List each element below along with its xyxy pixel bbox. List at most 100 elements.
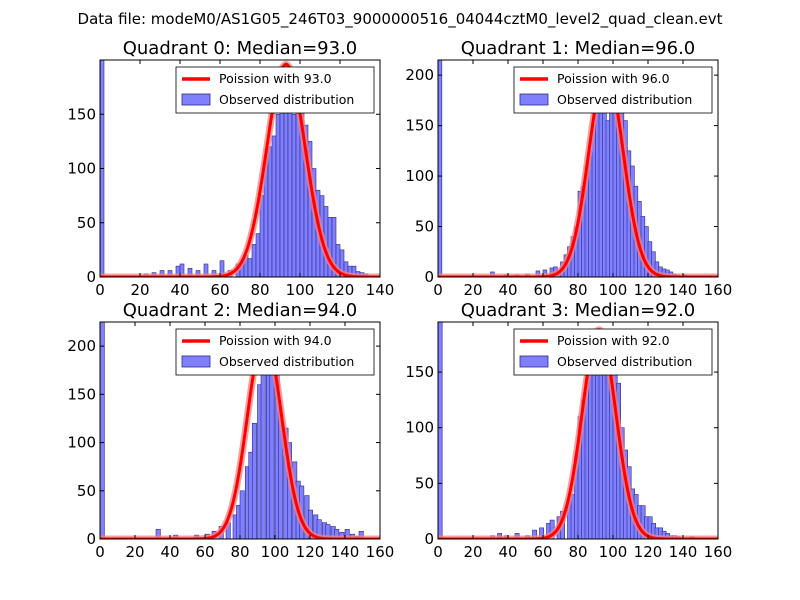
y-tick-label: 100 — [67, 160, 96, 178]
x-tick-label: 160 — [366, 543, 395, 561]
y-tick-label: 100 — [67, 434, 96, 452]
x-tick-label: 80 — [568, 543, 587, 561]
legend: Poission with 94.0 Observed distribution — [175, 328, 375, 376]
legend-bar-swatch — [181, 355, 211, 368]
histogram-bar — [187, 268, 193, 277]
legend-entry-observed: Observed distribution — [219, 92, 354, 107]
histogram-bar — [279, 103, 285, 277]
histogram-bar — [307, 509, 313, 539]
x-tick-label: 100 — [261, 543, 290, 561]
x-tick-label: 40 — [160, 543, 179, 561]
legend-bar-swatch — [181, 93, 211, 106]
figure-suptitle: Data file: modeM0/AS1G05_246T03_90000005… — [78, 10, 723, 29]
histogram-bar — [247, 258, 253, 277]
x-tick-label: 140 — [669, 281, 698, 299]
x-tick-label: 160 — [704, 543, 733, 561]
legend-entry-observed: Observed distribution — [557, 92, 692, 107]
legend: Poission with 96.0 Observed distribution — [513, 66, 713, 114]
x-tick-label: 60 — [533, 281, 552, 299]
x-tick-label: 120 — [634, 281, 663, 299]
x-tick-label: 20 — [125, 543, 144, 561]
x-tick-label: 0 — [433, 281, 443, 299]
y-tick-label: 0 — [86, 268, 96, 286]
x-tick-label: 20 — [130, 281, 149, 299]
poisson-curve-group — [100, 60, 380, 277]
y-tick-label: 200 — [405, 66, 434, 84]
x-tick-label: 100 — [599, 543, 628, 561]
histogram-bar — [179, 263, 185, 277]
y-tick-label: 100 — [405, 167, 434, 185]
histogram-bar — [438, 322, 443, 539]
x-tick-label: 80 — [230, 543, 249, 561]
legend-entry-observed: Observed distribution — [557, 354, 692, 369]
legend-entry-poisson: Poission with 93.0 — [219, 71, 332, 86]
panel-title: Quadrant 3: Median=92.0 — [461, 300, 696, 321]
y-tick-label: 150 — [67, 385, 96, 403]
x-tick-label: 160 — [704, 281, 733, 299]
histogram-bar — [267, 146, 273, 277]
x-tick-label: 60 — [195, 543, 214, 561]
x-tick-label: 80 — [250, 281, 269, 299]
histogram-bar — [239, 490, 245, 539]
quadrant-2-panel: 0 20 40 60 80 100 120 140 160 0 50 100 150 200 Quadran… — [67, 300, 394, 561]
y-tick-label: 200 — [67, 337, 96, 355]
panel-title: Quadrant 1: Median=96.0 — [461, 38, 696, 59]
y-tick-label: 50 — [415, 218, 434, 236]
legend-entry-poisson: Poission with 94.0 — [219, 333, 332, 348]
histogram-bar — [438, 60, 443, 277]
x-tick-label: 120 — [326, 281, 355, 299]
y-tick-label: 100 — [405, 419, 434, 437]
histogram-bar — [255, 233, 261, 277]
x-tick-label: 120 — [634, 543, 663, 561]
legend-bar-swatch — [519, 355, 549, 368]
x-tick-label: 100 — [286, 281, 315, 299]
x-tick-label: 80 — [568, 281, 587, 299]
legend-entry-poisson: Poission with 92.0 — [557, 333, 670, 348]
y-tick-label: 0 — [86, 530, 96, 548]
histogram-bar — [203, 263, 209, 277]
legend: Poission with 92.0 Observed distribution — [513, 328, 713, 376]
legend: Poission with 93.0 Observed distribution — [175, 66, 375, 114]
y-tick-label: 0 — [424, 268, 434, 286]
x-tick-label: 60 — [533, 543, 552, 561]
histogram-bar — [251, 422, 257, 539]
y-tick-label: 50 — [415, 474, 434, 492]
x-tick-label: 40 — [170, 281, 189, 299]
histogram-bar — [291, 113, 297, 277]
x-tick-label: 40 — [498, 281, 517, 299]
x-tick-label: 140 — [669, 543, 698, 561]
quadrant-1-panel: 0 20 40 60 80 100 120 140 160 0 50 100 150 200 Quadran… — [405, 38, 732, 299]
y-tick-label: 0 — [424, 530, 434, 548]
x-tick-label: 40 — [498, 543, 517, 561]
y-tick-label: 50 — [77, 482, 96, 500]
x-tick-label: 140 — [366, 281, 395, 299]
y-tick-label: 150 — [405, 117, 434, 135]
histogram-bar — [271, 135, 277, 277]
quadrant-3-panel: 0 20 40 60 80 100 120 140 160 0 50 100 150 Quadrant 3… — [405, 300, 732, 561]
legend-bar-swatch — [519, 93, 549, 106]
x-tick-label: 20 — [463, 543, 482, 561]
histogram-bar — [316, 519, 322, 539]
x-tick-label: 0 — [95, 543, 105, 561]
x-tick-label: 0 — [433, 543, 443, 561]
panel-title: Quadrant 2: Median=94.0 — [123, 300, 358, 321]
x-tick-label: 20 — [463, 281, 482, 299]
x-tick-label: 100 — [599, 281, 628, 299]
y-tick-label: 50 — [77, 214, 96, 232]
legend-entry-poisson: Poission with 96.0 — [557, 71, 670, 86]
quadrant-0-panel: 0 20 40 60 80 100 120 140 0 50 100 150 Quadrant 0: M… — [67, 38, 394, 299]
histogram-bar — [275, 113, 281, 277]
legend-entry-observed: Observed distribution — [219, 354, 354, 369]
y-tick-label: 150 — [67, 105, 96, 123]
x-tick-label: 140 — [331, 543, 360, 561]
histogram-bar — [251, 244, 257, 277]
poisson-curve — [100, 62, 380, 277]
histogram-bar — [100, 322, 105, 539]
bars-group — [100, 322, 364, 539]
x-tick-label: 0 — [95, 281, 105, 299]
x-tick-label: 60 — [210, 281, 229, 299]
y-tick-label: 150 — [405, 363, 434, 381]
histogram-bar — [260, 365, 266, 539]
x-tick-label: 120 — [296, 543, 325, 561]
